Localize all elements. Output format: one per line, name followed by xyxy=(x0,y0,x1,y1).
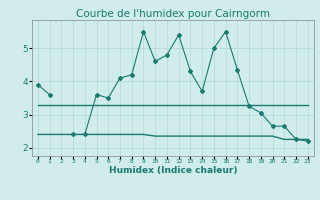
X-axis label: Humidex (Indice chaleur): Humidex (Indice chaleur) xyxy=(108,166,237,175)
Title: Courbe de l'humidex pour Cairngorm: Courbe de l'humidex pour Cairngorm xyxy=(76,9,270,19)
